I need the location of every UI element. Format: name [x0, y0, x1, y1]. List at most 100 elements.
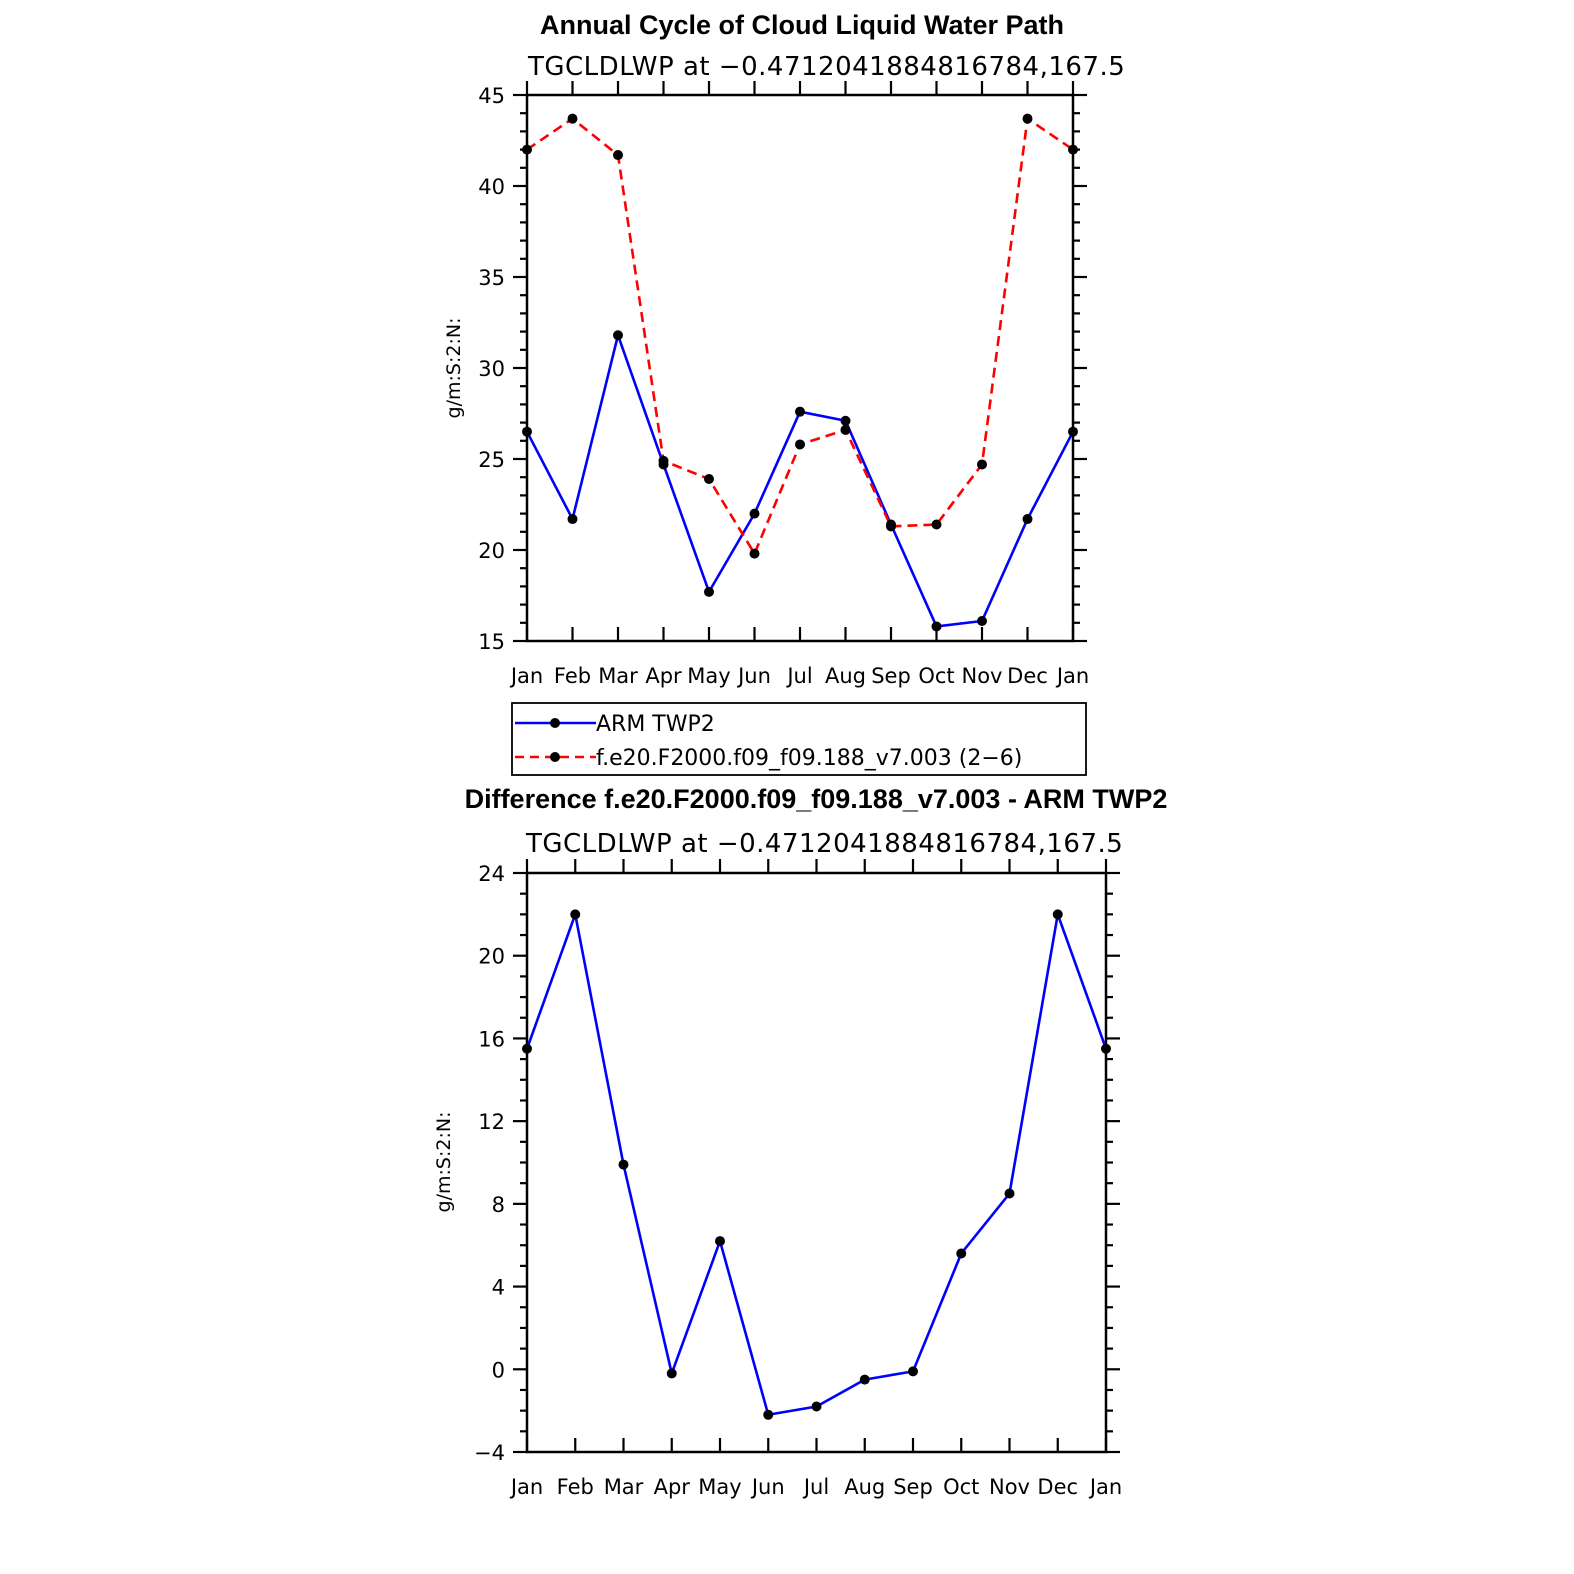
bottom-ytick-label: 0 — [492, 1358, 505, 1382]
top-axis-ticks: Jan Feb Mar Apr May Jun Jul Aug Sep Oct Nov Dec Jan1… — [478, 81, 1089, 688]
top-ytick-label: 20 — [478, 539, 505, 563]
top-series-point-0 — [567, 514, 578, 525]
bottom-ytick-label: 20 — [478, 945, 505, 969]
top-series-layer — [522, 113, 1078, 632]
top-ytick-label: 25 — [478, 448, 505, 472]
top-ytick-label: 15 — [478, 630, 505, 654]
bottom-series-point-0 — [956, 1248, 967, 1259]
top-series-point-0 — [840, 415, 851, 426]
bottom-ytick-label: 4 — [492, 1276, 505, 1300]
bottom-xtick-label: Jun — [750, 1475, 785, 1499]
top-xtick-label: Sep — [871, 664, 911, 688]
top-series-point-0 — [795, 406, 805, 417]
bottom-ytick-label: −4 — [474, 1441, 505, 1465]
top-series-point-1 — [658, 455, 669, 466]
top-series-point-1 — [704, 474, 714, 485]
bottom-chart-panel: Difference f.e20.F2000.f09_f09.188_v7.00… — [433, 784, 1167, 1499]
legend: ARM TWP2 f.e20.F2000.f09_f09.188_v7.003 … — [511, 702, 1087, 776]
legend-label-model: f.e20.F2000.f09_f09.188_v7.003 (2−6) — [596, 746, 1022, 771]
bottom-xtick-label: Feb — [557, 1475, 594, 1499]
bottom-series-point-0 — [859, 1374, 870, 1385]
bottom-xtick-label: May — [698, 1475, 741, 1499]
bottom-series-point-0 — [618, 1159, 629, 1170]
bottom-xtick-label: Aug — [844, 1475, 885, 1499]
top-series-point-0 — [1022, 514, 1033, 525]
top-ytick-label: 30 — [478, 357, 505, 381]
bottom-series-point-0 — [763, 1409, 774, 1420]
top-xtick-label: Nov — [962, 664, 1003, 688]
top-xtick-label: Feb — [554, 664, 591, 688]
bottom-series-line-0 — [525, 913, 1108, 1417]
bottom-series-point-0 — [908, 1366, 918, 1377]
top-series-point-0 — [522, 426, 532, 437]
bottom-plot-frame — [525, 871, 1108, 1454]
top-chart-ylabel: g/m:S:2:N: — [443, 318, 465, 419]
bottom-series-point-0 — [522, 1043, 532, 1054]
top-series-point-1 — [613, 150, 623, 161]
top-series-point-1 — [931, 519, 942, 530]
bottom-xtick-label: Jan — [509, 1475, 543, 1499]
top-series-point-1 — [886, 521, 896, 532]
bottom-series-point-0 — [666, 1368, 677, 1379]
bottom-ytick-label: 16 — [478, 1027, 505, 1051]
top-xtick-label: Jun — [736, 664, 771, 688]
legend-marker-arm — [550, 718, 560, 728]
top-series-point-1 — [840, 424, 851, 435]
legend-label-arm: ARM TWP2 — [596, 712, 715, 737]
top-xtick-label: Oct — [918, 664, 954, 688]
bottom-xtick-label: Oct — [943, 1475, 979, 1499]
bottom-xtick-label: Mar — [604, 1475, 644, 1499]
bottom-series-point-0 — [715, 1236, 725, 1247]
top-series-point-0 — [977, 615, 987, 626]
bottom-ytick-label: 12 — [478, 1110, 505, 1134]
top-chart-panel: Annual Cycle of Cloud Liquid Water Path … — [443, 10, 1125, 776]
bottom-chart-subtitle: TGCLDLWP at −0.4712041884816784,167.5 — [525, 829, 1123, 859]
top-xtick-label: Dec — [1007, 664, 1048, 688]
bottom-series-point-0 — [570, 909, 581, 920]
top-ytick-label: 35 — [478, 266, 505, 290]
bottom-ytick-label: 24 — [478, 862, 505, 886]
top-xtick-label: Jul — [785, 664, 812, 688]
top-series-point-0 — [931, 621, 942, 632]
top-xtick-label: Jan — [1055, 664, 1089, 688]
bottom-xtick-label: Jul — [802, 1475, 829, 1499]
bottom-chart-ylabel: g/m:S:2:N: — [433, 1112, 455, 1213]
bottom-chart-title: Difference f.e20.F2000.f09_f09.188_v7.00… — [465, 784, 1168, 814]
top-ytick-label: 45 — [478, 84, 505, 108]
top-ytick-label: 40 — [478, 175, 505, 199]
top-xtick-label: May — [687, 664, 730, 688]
bottom-series-point-0 — [1004, 1188, 1015, 1199]
top-series-point-0 — [613, 330, 623, 341]
top-xtick-label: Jan — [509, 664, 543, 688]
bottom-xtick-label: Apr — [654, 1475, 691, 1499]
top-series-point-0 — [749, 508, 760, 519]
top-chart-title: Annual Cycle of Cloud Liquid Water Path — [540, 10, 1064, 40]
bottom-series-layer — [522, 909, 1111, 1420]
bottom-xtick-label: Nov — [989, 1475, 1030, 1499]
top-xtick-label: Mar — [598, 664, 638, 688]
top-series-point-1 — [749, 548, 760, 559]
bottom-xtick-label: Sep — [893, 1475, 933, 1499]
bottom-series-point-0 — [811, 1401, 822, 1412]
top-series-point-1 — [977, 459, 987, 470]
top-series-point-1 — [795, 439, 805, 450]
top-xtick-label: Aug — [825, 664, 866, 688]
top-series-point-0 — [704, 586, 714, 597]
legend-marker-model — [550, 752, 560, 762]
bottom-series-point-0 — [1101, 1043, 1111, 1054]
top-series-point-1 — [522, 144, 532, 155]
bottom-xtick-label: Dec — [1037, 1475, 1078, 1499]
top-series-point-0 — [1068, 426, 1078, 437]
legend-box — [511, 702, 1087, 776]
top-series-line-0 — [525, 333, 1075, 628]
top-series-point-1 — [567, 113, 578, 124]
top-series-point-1 — [1022, 113, 1033, 124]
top-series-line-1 — [526, 117, 1074, 555]
bottom-axis-ticks: Jan Feb Mar Apr May Jun Jul Aug Sep Oct Nov Dec Jan−… — [474, 859, 1122, 1499]
top-chart-subtitle: TGCLDLWP at −0.4712041884816784,167.5 — [527, 52, 1125, 82]
top-xtick-label: Apr — [645, 664, 682, 688]
bottom-series-point-0 — [1052, 909, 1063, 920]
top-series-point-1 — [1068, 144, 1078, 155]
bottom-xtick-label: Jan — [1088, 1475, 1122, 1499]
